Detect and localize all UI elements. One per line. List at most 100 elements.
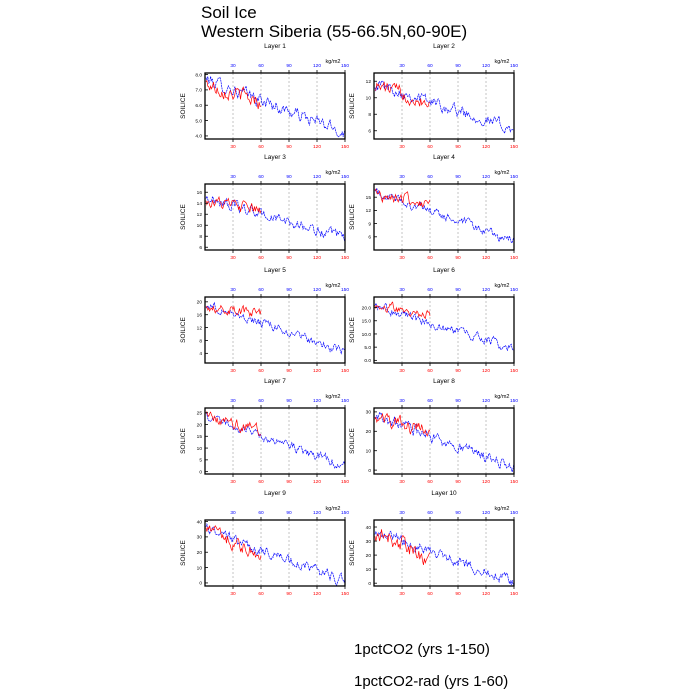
x-tick-label-bottom: 90 bbox=[455, 368, 461, 374]
y-axis-label: SOILICE bbox=[180, 540, 187, 566]
plot-frame bbox=[204, 72, 346, 140]
x-tick-label-bottom: 30 bbox=[399, 591, 405, 597]
panel-layer-8: Layer 8 kg/m2 0 10 20 30 30 60 90 120 150 30 60 90 120… bbox=[349, 378, 518, 485]
series-1pctco2-rad-line bbox=[205, 525, 262, 561]
series-1pctco2-rad-line bbox=[205, 195, 262, 214]
x-tick-label-top: 60 bbox=[427, 287, 433, 293]
x-tick-label-bottom: 150 bbox=[341, 368, 349, 374]
x-tick-label-top: 120 bbox=[313, 174, 321, 180]
series-1pctco2-rad-line bbox=[205, 304, 262, 318]
x-tick-label-top: 150 bbox=[341, 510, 349, 516]
figure-title: Soil Ice bbox=[201, 3, 257, 22]
figure-subtitle: Western Siberia (55-66.5N,60-90E) bbox=[201, 22, 468, 41]
x-tick-label-bottom: 60 bbox=[258, 368, 264, 374]
y-tick-label: 5.0 bbox=[195, 118, 202, 124]
x-tick-label-top: 30 bbox=[230, 510, 236, 516]
x-tick-label-bottom: 120 bbox=[482, 255, 490, 261]
y-tick-label: 0 bbox=[368, 581, 371, 587]
x-tick-label-top: 90 bbox=[455, 287, 461, 293]
y-tick-label: 10 bbox=[197, 565, 203, 571]
x-tick-label-top: 150 bbox=[510, 63, 518, 69]
x-tick-label-top: 150 bbox=[510, 510, 518, 516]
x-tick-label-top: 120 bbox=[313, 510, 321, 516]
x-tick-label-top: 60 bbox=[258, 174, 264, 180]
panel-layer-7: Layer 7 kg/m2 0 5 10 15 20 25 30 60 90 120 150 30 60 90… bbox=[180, 378, 349, 485]
units-label: kg/m2 bbox=[326, 506, 341, 512]
x-tick-label-bottom: 120 bbox=[313, 368, 321, 374]
y-tick-label: 15 bbox=[366, 195, 372, 201]
y-tick-label: 15.0 bbox=[362, 319, 372, 325]
y-tick-label: 5 bbox=[199, 458, 202, 464]
panel-title: Layer 5 bbox=[264, 267, 286, 274]
x-tick-label-bottom: 30 bbox=[399, 255, 405, 261]
x-tick-label-bottom: 120 bbox=[313, 591, 321, 597]
x-tick-label-bottom: 150 bbox=[510, 591, 518, 597]
x-tick-label-top: 120 bbox=[482, 287, 490, 293]
x-tick-label-top: 150 bbox=[341, 174, 349, 180]
panel-layer-5: Layer 5 kg/m2 4 8 12 16 20 30 60 90 120 150 30 60 90 12… bbox=[180, 267, 349, 374]
x-tick-label-bottom: 60 bbox=[258, 255, 264, 261]
y-axis-label: SOILICE bbox=[349, 93, 356, 119]
x-tick-label-bottom: 120 bbox=[482, 368, 490, 374]
x-tick-label-bottom: 150 bbox=[510, 368, 518, 374]
x-tick-label-bottom: 90 bbox=[286, 591, 292, 597]
series-1pctco2-rad-line bbox=[374, 81, 431, 108]
legend-label: 1pctCO2-rad (yrs 1-60) bbox=[354, 673, 509, 690]
y-axis-label: SOILICE bbox=[180, 317, 187, 343]
y-axis-label: SOILICE bbox=[349, 540, 356, 566]
y-tick-label: 8 bbox=[199, 338, 202, 344]
x-tick-label-top: 90 bbox=[455, 63, 461, 69]
x-tick-label-top: 30 bbox=[399, 174, 405, 180]
x-tick-label-bottom: 60 bbox=[427, 144, 433, 150]
units-label: kg/m2 bbox=[495, 394, 510, 400]
y-axis-label: SOILICE bbox=[349, 204, 356, 230]
plot-frame bbox=[204, 296, 346, 364]
units-label: kg/m2 bbox=[326, 283, 341, 289]
units-label: kg/m2 bbox=[326, 170, 341, 176]
y-tick-label: 10 bbox=[197, 223, 203, 229]
series-1pctco2-line bbox=[374, 302, 515, 351]
panel-layer-1: Layer 1 kg/m2 4.0 5.0 6.0 7.0 8.0 30 60 90 120 150 3… bbox=[180, 43, 349, 150]
y-tick-label: 0.0 bbox=[364, 358, 371, 364]
y-tick-label: 16 bbox=[197, 313, 203, 319]
y-tick-label: 5.0 bbox=[364, 345, 371, 351]
x-tick-label-top: 90 bbox=[455, 398, 461, 404]
x-tick-label-bottom: 30 bbox=[230, 368, 236, 374]
panel-title: Layer 7 bbox=[264, 378, 286, 385]
units-label: kg/m2 bbox=[326, 59, 341, 65]
x-tick-label-bottom: 90 bbox=[286, 479, 292, 485]
y-tick-label: 14 bbox=[197, 201, 203, 207]
plot-frame bbox=[204, 183, 346, 251]
plot-frame bbox=[373, 519, 515, 587]
x-tick-label-bottom: 30 bbox=[399, 368, 405, 374]
y-tick-label: 8.0 bbox=[195, 72, 202, 78]
x-tick-label-bottom: 120 bbox=[313, 144, 321, 150]
x-tick-label-top: 60 bbox=[427, 398, 433, 404]
y-tick-label: 6 bbox=[368, 129, 371, 135]
x-tick-label-top: 90 bbox=[286, 510, 292, 516]
x-tick-label-bottom: 90 bbox=[455, 144, 461, 150]
y-tick-label: 10 bbox=[366, 96, 372, 102]
x-tick-label-top: 150 bbox=[510, 287, 518, 293]
x-tick-label-top: 60 bbox=[258, 510, 264, 516]
x-tick-label-top: 150 bbox=[341, 287, 349, 293]
series-1pctco2-line bbox=[205, 76, 346, 138]
panel-layer-10: Layer 10 kg/m2 0 10 20 30 40 30 60 90 120 150 30 60 90… bbox=[349, 490, 518, 597]
x-tick-label-top: 60 bbox=[427, 510, 433, 516]
y-tick-label: 10 bbox=[197, 446, 203, 452]
y-tick-label: 20 bbox=[197, 300, 203, 306]
x-tick-label-bottom: 150 bbox=[341, 255, 349, 261]
y-tick-label: 6.0 bbox=[195, 103, 202, 109]
x-tick-label-bottom: 120 bbox=[313, 255, 321, 261]
units-label: kg/m2 bbox=[495, 283, 510, 289]
y-tick-label: 40 bbox=[366, 525, 372, 531]
x-tick-label-bottom: 90 bbox=[455, 479, 461, 485]
x-tick-label-bottom: 60 bbox=[427, 591, 433, 597]
y-tick-label: 12 bbox=[366, 79, 372, 85]
x-tick-label-bottom: 60 bbox=[427, 255, 433, 261]
x-tick-label-top: 150 bbox=[341, 398, 349, 404]
y-tick-label: 16 bbox=[197, 190, 203, 196]
series-1pctco2-rad-line bbox=[205, 411, 262, 436]
x-tick-label-top: 120 bbox=[482, 174, 490, 180]
plot-frame bbox=[373, 407, 515, 475]
